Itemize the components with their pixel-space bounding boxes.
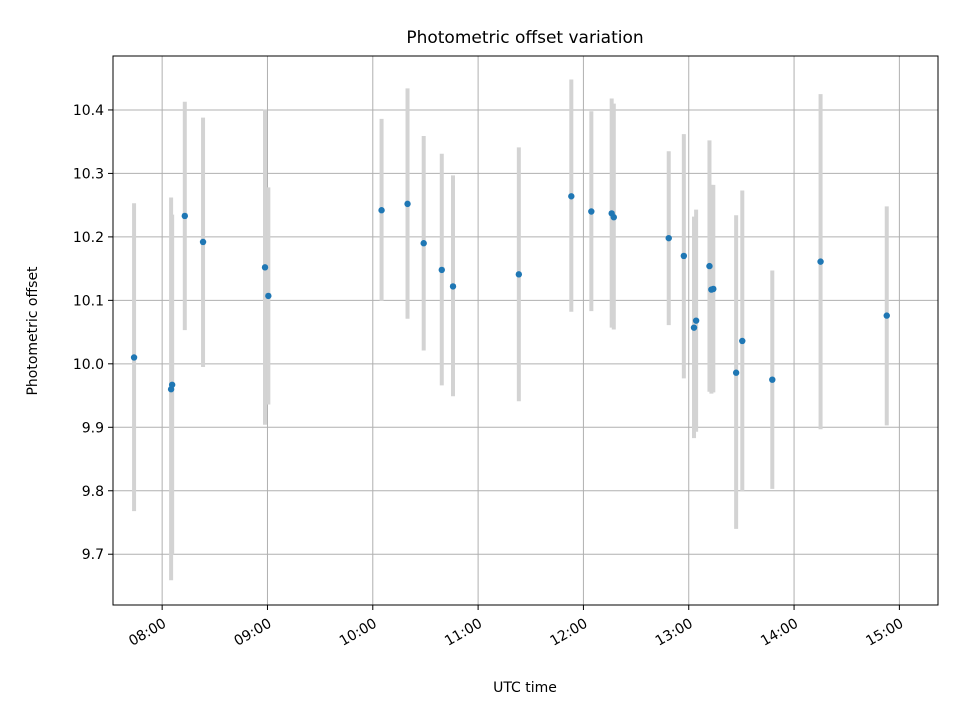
data-point — [665, 234, 672, 242]
y-tick-label: 9.8 — [82, 484, 104, 500]
data-point — [706, 262, 713, 270]
chart-title: Photometric offset variation — [406, 28, 643, 48]
y-tick-label: 10.3 — [73, 166, 104, 182]
y-tick-label: 10.0 — [73, 357, 104, 373]
y-axis-ticks: 9.7 9.8 9.9 10.0 10.1 10.2 10.3 10.4 — [73, 103, 113, 563]
data-point — [732, 369, 740, 376]
data-point — [515, 271, 523, 278]
y-axis-label: Photometric offset — [25, 266, 41, 396]
plot-frame — [112, 55, 939, 606]
data-point — [261, 264, 269, 271]
data-point — [883, 312, 890, 319]
data-point — [692, 317, 700, 324]
y-tick-label: 9.7 — [82, 547, 104, 563]
x-axis-label: UTC time — [493, 680, 557, 696]
y-tick-label: 9.9 — [82, 420, 104, 436]
y-tick-label: 10.2 — [73, 230, 104, 246]
data-point — [438, 266, 445, 274]
grid-lines — [113, 56, 938, 605]
data-point — [130, 354, 138, 361]
data-point — [610, 214, 617, 221]
data-point — [690, 324, 698, 331]
data-points — [130, 193, 890, 393]
y-tick-label: 10.1 — [73, 293, 104, 309]
data-point — [568, 193, 575, 200]
data-point — [817, 258, 824, 265]
y-tick-label: 10.4 — [73, 103, 104, 119]
data-point — [181, 212, 188, 220]
data-point — [378, 207, 385, 214]
data-point — [739, 337, 746, 345]
data-point — [588, 208, 595, 215]
data-point — [710, 285, 717, 293]
data-point — [404, 200, 411, 208]
data-point — [265, 292, 272, 300]
data-point — [769, 376, 776, 383]
data-point — [680, 252, 688, 260]
data-point — [199, 238, 207, 246]
data-point — [420, 240, 427, 247]
data-point — [168, 381, 176, 388]
data-point — [449, 283, 457, 290]
